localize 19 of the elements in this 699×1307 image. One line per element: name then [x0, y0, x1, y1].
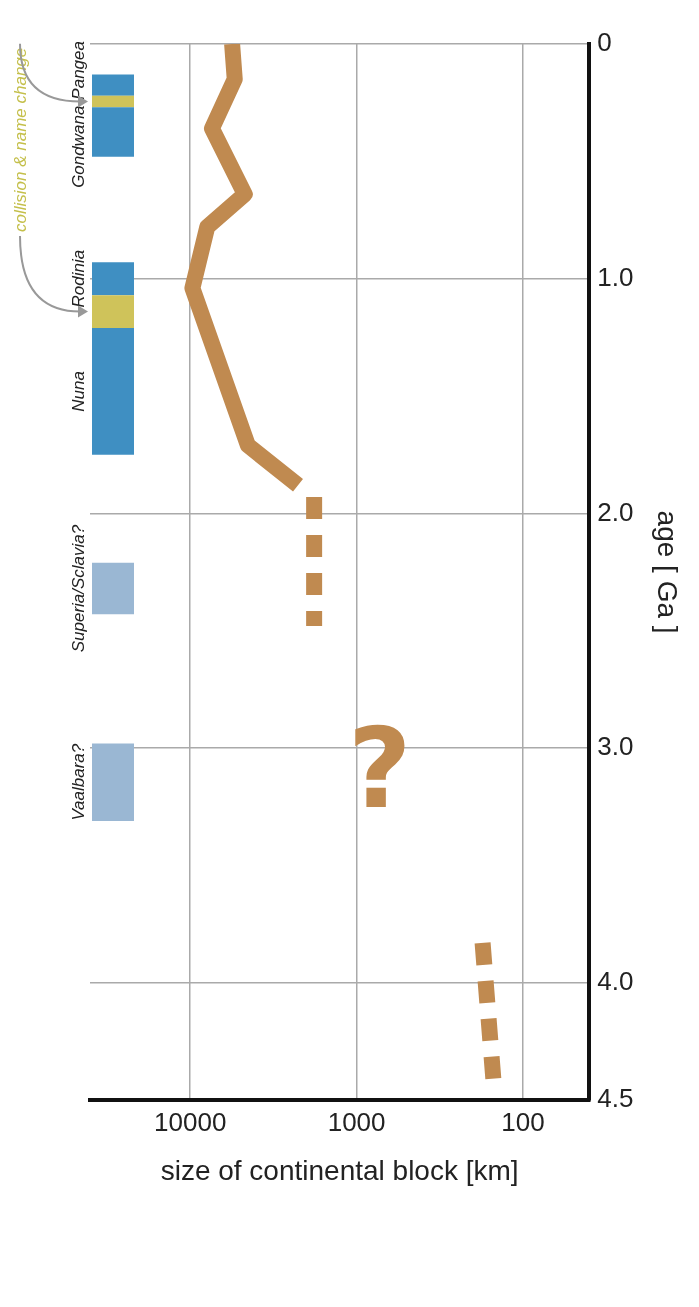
x-tick-label: 1000 — [327, 1106, 386, 1137]
annotation: ? — [347, 704, 412, 833]
band-label: Gondwana — [69, 105, 88, 188]
band-label: Superia/Sclavia? — [69, 524, 88, 653]
band-label: Pangea — [69, 41, 88, 100]
text: collision & name change — [11, 47, 30, 232]
y-tick-label: 1.0 — [597, 261, 634, 292]
y-tick-label: 0 — [597, 27, 612, 58]
y-tick-label: 4.0 — [597, 966, 634, 997]
x-axis-title: size of continental block [km] — [160, 1154, 519, 1186]
x-tick-label: 100 — [501, 1106, 545, 1137]
band-label: Rodinia — [69, 249, 88, 308]
y-tick-label: 4.5 — [597, 1083, 634, 1114]
band-label: Nuna — [69, 371, 88, 412]
y-axis-title: age [ Ga ] — [652, 510, 684, 634]
y-tick-label: 3.0 — [597, 731, 634, 762]
y-tick-label: 2.0 — [597, 496, 634, 527]
band-label: Vaalbara? — [69, 743, 88, 821]
x-tick-label: 10000 — [154, 1106, 227, 1137]
